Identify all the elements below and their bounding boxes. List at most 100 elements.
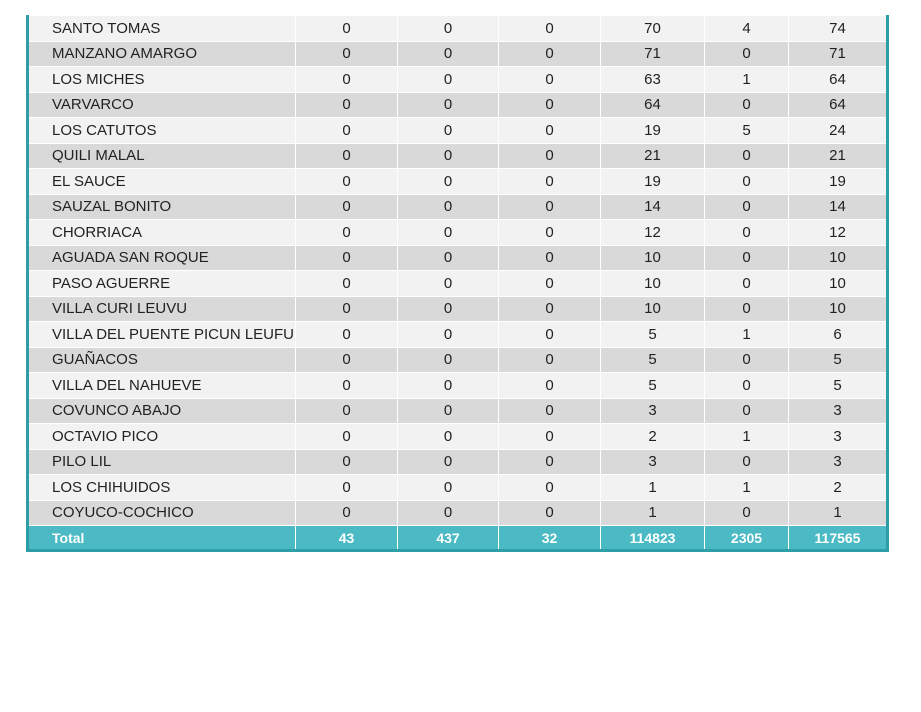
cell-col-1: 0: [295, 423, 398, 450]
cell-col-1: 0: [295, 321, 398, 348]
cell-col-1: 0: [295, 499, 398, 526]
cell-col-3: 0: [498, 474, 601, 501]
cell-col-4: 10: [600, 244, 705, 271]
cell-col-5: 1: [704, 321, 789, 348]
cell-col-6: 5: [788, 346, 888, 373]
table-row: LOS CHIHUIDOS 0 0 0 1 1 2: [27, 474, 888, 501]
cell-name: OCTAVIO PICO: [27, 423, 296, 450]
cell-col-3: 0: [498, 321, 601, 348]
cell-col-6: 5: [788, 372, 888, 399]
cell-col-4: 1: [600, 499, 705, 526]
cell-col-1: 0: [295, 448, 398, 475]
cell-col-6: 64: [788, 66, 888, 93]
cell-name: SANTO TOMAS: [27, 15, 296, 42]
cell-col-6: 10: [788, 295, 888, 322]
cell-col-1: 0: [295, 40, 398, 67]
cell-col-2: 0: [397, 168, 499, 195]
cell-col-4: 14: [600, 193, 705, 220]
table-row: PASO AGUERRE 0 0 0 10 0 10: [27, 270, 888, 297]
cell-col-6: 3: [788, 448, 888, 475]
table-row: EL SAUCE 0 0 0 19 0 19: [27, 168, 888, 195]
table-row: AGUADA SAN ROQUE 0 0 0 10 0 10: [27, 244, 888, 271]
table-row: COYUCO-COCHICO 0 0 0 1 0 1: [27, 499, 888, 526]
total-cell-col-4: 114823: [600, 525, 705, 551]
cell-col-2: 0: [397, 142, 499, 169]
cell-col-5: 1: [704, 66, 789, 93]
table-row: LOS CATUTOS 0 0 0 19 5 24: [27, 117, 888, 144]
cell-col-5: 1: [704, 474, 789, 501]
cell-col-5: 1: [704, 423, 789, 450]
cell-col-5: 0: [704, 193, 789, 220]
cell-col-2: 0: [397, 66, 499, 93]
cell-col-5: 0: [704, 244, 789, 271]
cell-name: COYUCO-COCHICO: [27, 499, 296, 526]
table-row: MANZANO AMARGO 0 0 0 71 0 71: [27, 40, 888, 67]
cell-name: LOS MICHES: [27, 66, 296, 93]
total-cell-col-6: 117565: [788, 525, 888, 551]
cell-col-5: 0: [704, 499, 789, 526]
cell-col-5: 0: [704, 372, 789, 399]
cell-col-3: 0: [498, 423, 601, 450]
cell-col-4: 19: [600, 117, 705, 144]
cell-col-1: 0: [295, 244, 398, 271]
cell-col-1: 0: [295, 474, 398, 501]
cell-col-1: 0: [295, 219, 398, 246]
cell-name: GUAÑACOS: [27, 346, 296, 373]
cell-col-5: 4: [704, 15, 789, 42]
total-cell-col-3: 32: [498, 525, 601, 551]
cell-col-2: 0: [397, 117, 499, 144]
cell-col-5: 0: [704, 295, 789, 322]
cell-name: PASO AGUERRE: [27, 270, 296, 297]
cell-col-4: 63: [600, 66, 705, 93]
table-row: CHORRIACA 0 0 0 12 0 12: [27, 219, 888, 246]
cell-col-3: 0: [498, 15, 601, 42]
table-row: VILLA CURI LEUVU 0 0 0 10 0 10: [27, 295, 888, 322]
cell-col-4: 12: [600, 219, 705, 246]
cell-col-6: 24: [788, 117, 888, 144]
cell-col-6: 71: [788, 40, 888, 67]
cell-col-3: 0: [498, 270, 601, 297]
cell-col-5: 0: [704, 40, 789, 67]
table-row: QUILI MALAL 0 0 0 21 0 21: [27, 142, 888, 169]
cell-col-2: 0: [397, 219, 499, 246]
cell-col-3: 0: [498, 40, 601, 67]
cell-col-3: 0: [498, 91, 601, 118]
cell-col-6: 10: [788, 244, 888, 271]
cell-name: VILLA DEL NAHUEVE: [27, 372, 296, 399]
cell-col-3: 0: [498, 66, 601, 93]
cell-col-5: 0: [704, 142, 789, 169]
cell-col-3: 0: [498, 168, 601, 195]
cell-col-6: 2: [788, 474, 888, 501]
cell-col-6: 12: [788, 219, 888, 246]
table-row: VILLA DEL NAHUEVE 0 0 0 5 0 5: [27, 372, 888, 399]
cell-col-3: 0: [498, 448, 601, 475]
cell-col-3: 0: [498, 372, 601, 399]
total-cell-col-1: 43: [295, 525, 398, 551]
cell-col-2: 0: [397, 270, 499, 297]
data-table: SANTO TOMAS 0 0 0 70 4 74 MANZANO AMARGO 0 0 0 71 0 7…: [26, 15, 889, 552]
cell-col-1: 0: [295, 270, 398, 297]
cell-col-2: 0: [397, 346, 499, 373]
cell-col-5: 0: [704, 397, 789, 424]
cell-col-1: 0: [295, 193, 398, 220]
cell-name: QUILI MALAL: [27, 142, 296, 169]
cell-col-2: 0: [397, 193, 499, 220]
table-row: GUAÑACOS 0 0 0 5 0 5: [27, 346, 888, 373]
cell-col-6: 19: [788, 168, 888, 195]
cell-col-6: 74: [788, 15, 888, 42]
cell-col-3: 0: [498, 499, 601, 526]
cell-col-1: 0: [295, 397, 398, 424]
cell-col-6: 3: [788, 397, 888, 424]
total-cell-col-2: 437: [397, 525, 499, 551]
cell-name: AGUADA SAN ROQUE: [27, 244, 296, 271]
cell-col-6: 3: [788, 423, 888, 450]
cell-col-4: 1: [600, 474, 705, 501]
cell-col-1: 0: [295, 15, 398, 42]
cell-col-6: 64: [788, 91, 888, 118]
table-row: COVUNCO ABAJO 0 0 0 3 0 3: [27, 397, 888, 424]
cell-col-4: 70: [600, 15, 705, 42]
cell-col-5: 5: [704, 117, 789, 144]
cell-col-2: 0: [397, 244, 499, 271]
cell-col-3: 0: [498, 397, 601, 424]
table-row: VARVARCO 0 0 0 64 0 64: [27, 91, 888, 118]
